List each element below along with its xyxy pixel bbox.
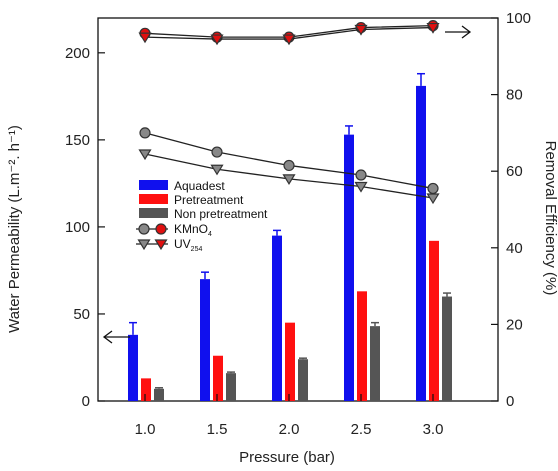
data-point <box>283 159 295 172</box>
data-point <box>211 146 223 158</box>
legend-marker <box>154 239 168 251</box>
axes: 0 50 100 150 200 0 20 40 60 80 100 1.0 1.5 2.0 2.5 3.0 <box>65 10 531 438</box>
data-point <box>138 149 152 161</box>
data-point <box>282 174 296 186</box>
data-point <box>354 24 368 36</box>
y2-tick-label: 40 <box>506 240 523 257</box>
y2-axis-title: Removal Efficiency (%) <box>542 141 558 296</box>
legend-label: Aquadest <box>174 179 225 193</box>
x-tick-label: 1.5 <box>207 421 228 438</box>
y2-tick-label: 20 <box>506 316 523 333</box>
data-point <box>138 32 152 44</box>
x-axis-title: Pressure (bar) <box>239 449 335 466</box>
x-tick-label: 1.0 <box>135 421 156 438</box>
bar-pretreatment <box>213 355 223 401</box>
data-point <box>355 169 367 181</box>
bar-aquadest <box>200 279 210 401</box>
legend-swatch <box>139 194 168 204</box>
legend-swatch <box>139 180 168 190</box>
data-point <box>354 181 368 193</box>
legend-label: Non pretreatment <box>174 207 268 221</box>
legend-label: UV254 <box>174 237 202 253</box>
bar-non-pretreatment <box>226 373 236 401</box>
bar-aquadest <box>128 334 138 401</box>
y2-tick-label: 0 <box>506 393 514 410</box>
legend-marker <box>138 223 150 235</box>
y-tick-label: 200 <box>65 45 90 62</box>
bar-aquadest <box>416 85 426 402</box>
data-point <box>210 34 224 46</box>
y-tick-label: 150 <box>65 132 90 149</box>
x-tick-label: 2.5 <box>351 421 372 438</box>
bar-pretreatment <box>357 291 367 401</box>
bar-aquadest <box>272 235 282 401</box>
bar-pretreatment <box>141 378 151 401</box>
y2-tick-label: 100 <box>506 10 531 27</box>
bars <box>128 72 452 402</box>
data-point <box>426 193 440 205</box>
left-axis-arrowhead <box>102 330 113 344</box>
legend-label-subscript: 4 <box>208 231 212 238</box>
data-point <box>427 182 439 195</box>
y-tick-label: 0 <box>82 393 90 410</box>
right-axis-arrowhead <box>461 25 472 39</box>
y-tick-label: 100 <box>65 219 90 236</box>
bar-non-pretreatment <box>442 296 452 401</box>
data-point <box>282 34 296 46</box>
data-point <box>426 22 440 34</box>
x-tick-label: 3.0 <box>423 421 444 438</box>
data-point <box>139 127 151 139</box>
y-tick-label: 50 <box>73 306 90 323</box>
arrows <box>102 25 472 344</box>
x-tick-label: 2.0 <box>279 421 300 438</box>
legend-label-subscript: 254 <box>191 246 203 253</box>
legend-swatch <box>139 208 168 218</box>
lines <box>138 20 440 205</box>
legend-marker <box>155 223 167 235</box>
y2-tick-label: 80 <box>506 87 523 104</box>
legend-marker <box>137 239 151 251</box>
bar-pretreatment <box>429 240 439 401</box>
legend-label: Pretreatment <box>174 193 244 207</box>
bar-non-pretreatment <box>154 388 164 401</box>
data-point <box>210 164 224 176</box>
bar-non-pretreatment <box>298 359 308 401</box>
y2-tick-label: 60 <box>506 163 523 180</box>
legend-label: KMnO4 <box>174 222 212 238</box>
y-axis-title: Water Permeability (L.m⁻². h⁻¹) <box>6 125 23 333</box>
bar-aquadest <box>344 134 354 401</box>
bar-pretreatment <box>285 322 295 401</box>
bar-non-pretreatment <box>370 326 380 401</box>
